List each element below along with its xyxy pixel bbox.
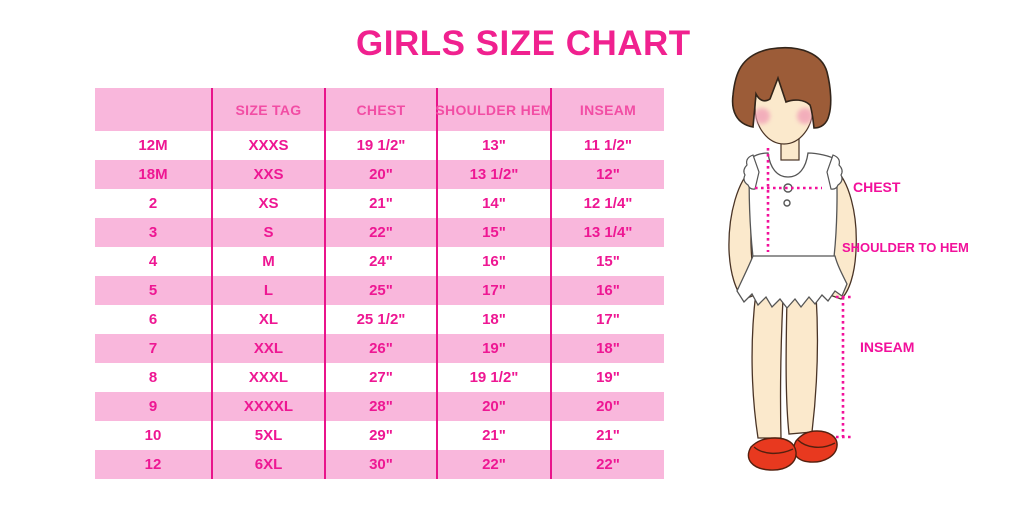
table-row: 2 XS 21" 14" 12 1/4" — [95, 189, 664, 218]
table-body: 12M XXXS 19 1/2" 13" 11 1/2" 18M XXS 20" 13 1/2"… — [95, 131, 664, 479]
table-cell: 5 — [148, 282, 158, 299]
table-cell: XXL — [211, 334, 324, 363]
table-cell: 4 — [148, 253, 158, 270]
table-cell: 15" — [436, 218, 550, 247]
table-cell: 3 — [148, 224, 158, 241]
table-cell: 8 — [148, 369, 158, 386]
page-title: GIRLS SIZE CHART — [356, 24, 691, 63]
table-cell: 13 1/2" — [436, 160, 550, 189]
table-cell: 9 — [148, 398, 158, 415]
table-cell: 12" — [550, 160, 664, 189]
table-row: 6 XL 25 1/2" 18" 17" — [95, 305, 664, 334]
table-cell: XXXXL — [211, 392, 324, 421]
table-cell: 19 1/2" — [324, 131, 436, 160]
table-cell: 20" — [550, 392, 664, 421]
table-cell: 17" — [436, 276, 550, 305]
hair — [731, 47, 832, 129]
table-cell: 11 1/2" — [550, 131, 664, 160]
table-cell: 21" — [324, 189, 436, 218]
blush-cheeks — [754, 108, 813, 124]
table-row: 9 XXXXL 28" 20" 20" — [95, 392, 664, 421]
table-cell: 16" — [550, 276, 664, 305]
column-header-chest: CHEST — [324, 88, 436, 131]
table-cell: 18" — [550, 334, 664, 363]
table-cell: 16" — [436, 247, 550, 276]
chest-label: CHEST — [853, 179, 901, 195]
table-cell: 19" — [436, 334, 550, 363]
table-row: 4 M 24" 16" 15" — [95, 247, 664, 276]
table-cell: 25 1/2" — [324, 305, 436, 334]
table-cell: 12 — [144, 456, 162, 473]
column-header-size — [95, 88, 211, 131]
table-cell: 15" — [550, 247, 664, 276]
column-header-size-tag: SIZE TAG — [211, 88, 324, 131]
table-cell: 5XL — [211, 421, 324, 450]
table-cell: XXXL — [211, 363, 324, 392]
table-cell: 20" — [436, 392, 550, 421]
table-cell: 30" — [324, 450, 436, 479]
table-cell: 24" — [324, 247, 436, 276]
table-cell: 2 — [148, 195, 158, 212]
table-row: 12M XXXS 19 1/2" 13" 11 1/2" — [95, 131, 664, 160]
table-cell: 26" — [324, 334, 436, 363]
table-row: 8 XXXL 27" 19 1/2" 19" — [95, 363, 664, 392]
table-cell: XXXS — [211, 131, 324, 160]
column-header-inseam: INSEAM — [550, 88, 664, 131]
table-cell: 10 — [144, 427, 162, 444]
table-row: 18M XXS 20" 13 1/2" 12" — [95, 160, 664, 189]
table-row: 12 6XL 30" 22" 22" — [95, 450, 664, 479]
legs — [751, 291, 819, 439]
table-cell: 19" — [550, 363, 664, 392]
table-cell: 14" — [436, 189, 550, 218]
table-cell: 22" — [550, 450, 664, 479]
table-header-row: SIZE TAG CHEST SHOULDER HEM INSEAM — [95, 88, 664, 131]
red-shoes — [747, 430, 838, 471]
shoulder-ruffles — [743, 154, 843, 190]
table-cell: 22" — [436, 450, 550, 479]
table-row: 7 XXL 26" 19" 18" — [95, 334, 664, 363]
table-cell: 18M — [138, 166, 168, 183]
table-cell: 6 — [148, 311, 158, 328]
table-cell: XS — [211, 189, 324, 218]
table-cell: M — [211, 247, 324, 276]
table-cell: 12 1/4" — [550, 189, 664, 218]
shoulder-to-hem-label: SHOULDER TO HEM — [842, 240, 969, 255]
table-cell: 18" — [436, 305, 550, 334]
table-cell: 21" — [550, 421, 664, 450]
girl-measurement-diagram — [728, 47, 857, 471]
table-cell: 29" — [324, 421, 436, 450]
table-cell: L — [211, 276, 324, 305]
table-cell: 13" — [436, 131, 550, 160]
table-cell: 27" — [324, 363, 436, 392]
table-cell: 6XL — [211, 450, 324, 479]
table-cell: XXS — [211, 160, 324, 189]
table-cell: 22" — [324, 218, 436, 247]
table-cell: 19 1/2" — [436, 363, 550, 392]
column-header-shoulder-hem: SHOULDER HEM — [435, 88, 552, 131]
table-row: 3 S 22" 15" 13 1/4" — [95, 218, 664, 247]
inseam-label: INSEAM — [860, 339, 915, 355]
size-chart-table: SIZE TAG CHEST SHOULDER HEM INSEAM 12M XX… — [95, 88, 664, 479]
table-row: 5 L 25" 17" 16" — [95, 276, 664, 305]
table-cell: 20" — [324, 160, 436, 189]
dress-skirt — [736, 255, 848, 310]
table-cell: 7 — [148, 340, 158, 357]
table-row: 10 5XL 29" 21" 21" — [95, 421, 664, 450]
table-cell: 28" — [324, 392, 436, 421]
dress-bodice — [748, 152, 838, 258]
table-cell: S — [211, 218, 324, 247]
measurement-lines — [755, 148, 851, 439]
table-cell: 21" — [436, 421, 550, 450]
table-cell: XL — [211, 305, 324, 334]
table-cell: 12M — [138, 137, 168, 154]
table-cell: 17" — [550, 305, 664, 334]
table-cell: 25" — [324, 276, 436, 305]
table-cell: 13 1/4" — [550, 218, 664, 247]
